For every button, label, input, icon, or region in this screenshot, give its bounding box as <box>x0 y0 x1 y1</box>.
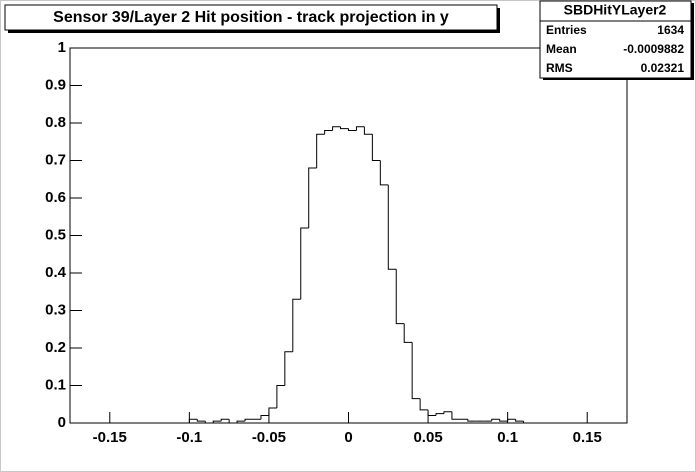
x-tick-label: -0.15 <box>93 429 127 446</box>
histogram-bin <box>204 421 214 424</box>
histogram-bin <box>371 134 381 161</box>
histogram-bin <box>212 420 222 423</box>
y-tick-label: 0.2 <box>45 339 66 356</box>
y-tick-label: 0.6 <box>45 189 66 206</box>
y-tick-label: 0.9 <box>45 76 66 93</box>
histogram-bin <box>284 351 293 386</box>
histogram-bin <box>348 128 357 131</box>
y-tick-label: 1 <box>58 39 66 56</box>
histogram-bin <box>443 411 452 414</box>
y-tick-label: 0.3 <box>45 301 66 318</box>
stats-title: SBDHitYLayer2 <box>564 2 667 18</box>
y-tick-label: 0.7 <box>45 151 66 168</box>
plot-frame <box>69 47 628 424</box>
histogram-bin <box>292 298 301 352</box>
stats-box <box>539 0 692 79</box>
histogram-bin <box>435 413 444 416</box>
histogram-bin <box>395 269 405 325</box>
stats-value: -0.0009882 <box>623 42 684 56</box>
histogram-bin <box>188 418 198 423</box>
histogram-bin <box>236 420 246 423</box>
x-tick-label: 0.05 <box>413 429 442 446</box>
y-tick-label: 0.8 <box>45 114 66 131</box>
histogram-bin <box>300 227 309 300</box>
histogram-bin <box>340 126 349 130</box>
histogram-bin <box>427 409 437 416</box>
chart-title: Sensor 39/Layer 2 Hit position - track p… <box>53 9 449 26</box>
histogram-bin <box>244 418 254 422</box>
histogram-bin <box>276 385 285 408</box>
stats-label: RMS <box>546 61 573 75</box>
x-tick-label: -0.1 <box>176 429 202 446</box>
x-tick-label: -0.05 <box>252 429 286 446</box>
histogram-bin <box>467 419 476 422</box>
histogram-bin <box>196 419 206 422</box>
histogram-bin <box>419 398 429 411</box>
x-tick-label: 0 <box>344 429 352 446</box>
histogram-bin <box>379 160 389 186</box>
histogram-bin <box>332 126 341 131</box>
histogram-bin <box>387 184 397 270</box>
histogram-bin <box>499 419 508 422</box>
histogram-bin <box>355 126 365 131</box>
y-tick-label: 0.4 <box>45 264 67 281</box>
histogram-bin <box>220 418 230 422</box>
histogram-bin <box>228 419 238 424</box>
histogram-bin <box>308 167 317 228</box>
histogram-bin <box>515 419 524 422</box>
histogram-bin <box>507 418 516 422</box>
histogram-bin <box>403 323 413 343</box>
stats-value: 0.02321 <box>641 61 685 75</box>
stats-label: Mean <box>546 42 577 56</box>
y-tick-label: 0.5 <box>45 226 66 243</box>
histogram-bin <box>268 407 277 416</box>
x-tick-label: 0.15 <box>573 429 602 446</box>
title-box <box>4 4 498 31</box>
histogram-bin <box>260 415 269 420</box>
histogram-bin <box>523 421 532 424</box>
histogram-bin <box>324 130 333 135</box>
stats-label: Entries <box>546 23 587 37</box>
histogram-bin <box>451 411 460 420</box>
y-tick-label: 0.1 <box>45 376 66 393</box>
histogram-bin <box>363 126 373 135</box>
stats-value: 1634 <box>657 23 684 37</box>
x-tick-label: 0.1 <box>497 429 518 446</box>
y-tick-label: 0 <box>58 414 66 431</box>
histogram-bin <box>316 133 325 168</box>
histogram-bin <box>491 418 500 422</box>
histogram-bin <box>411 342 421 400</box>
